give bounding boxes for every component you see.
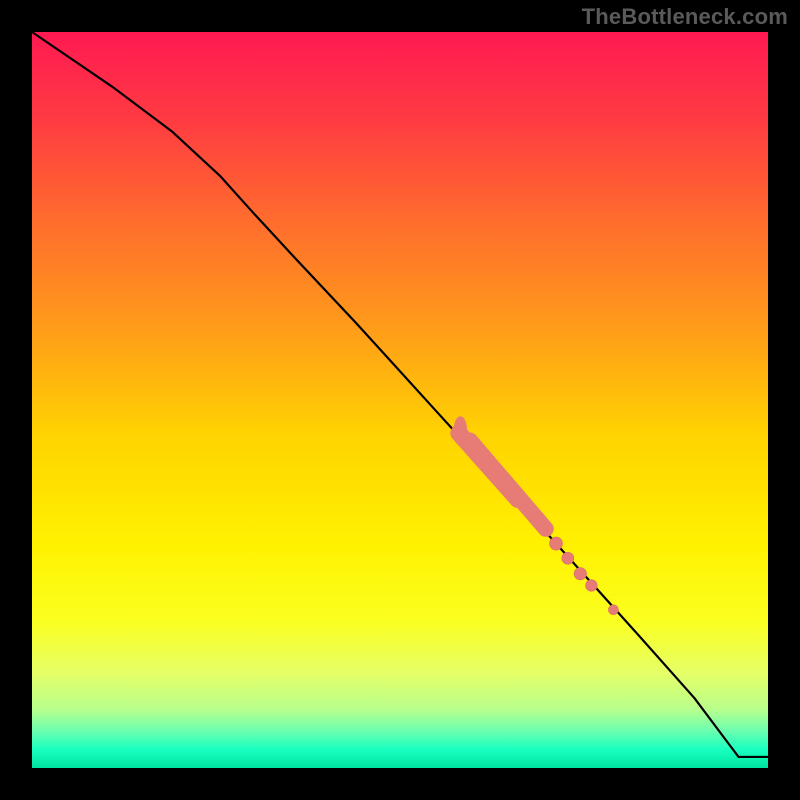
marker-dot: [574, 567, 586, 579]
watermark-text: TheBottleneck.com: [582, 4, 788, 30]
marker-dot: [608, 605, 618, 615]
marker-dot: [562, 552, 574, 564]
chart-root: TheBottleneck.com: [0, 0, 800, 800]
chart-svg: [0, 0, 800, 800]
marker-dot: [586, 580, 598, 592]
marker-dot: [550, 537, 563, 550]
